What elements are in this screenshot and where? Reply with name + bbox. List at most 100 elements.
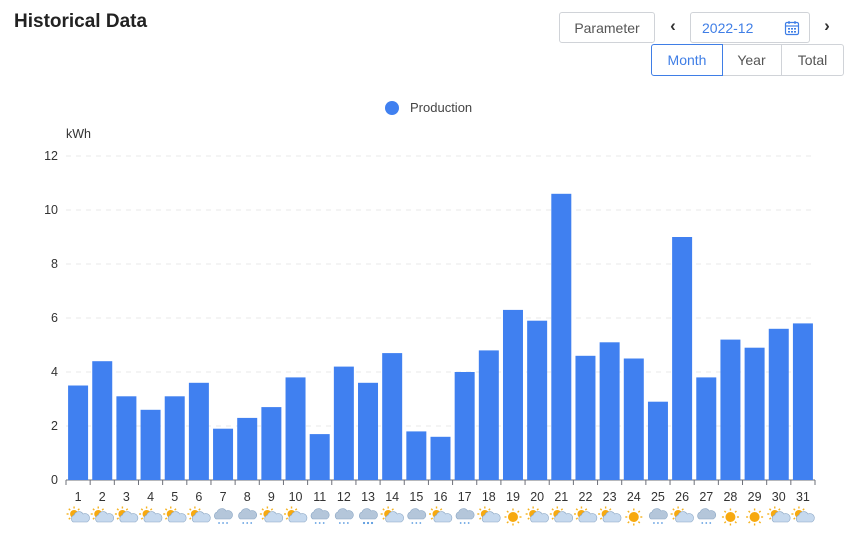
bar-day-25	[647, 401, 668, 480]
x-tick-label: 14	[385, 490, 399, 504]
partly-cloudy-weather-icon	[284, 506, 308, 523]
x-tick-label: 25	[651, 490, 665, 504]
x-tick-label: 12	[337, 490, 351, 504]
x-tick-label: 5	[171, 490, 178, 504]
bar-day-16	[430, 436, 451, 480]
bar-day-27	[696, 377, 717, 480]
x-tick-label: 18	[482, 490, 496, 504]
bar-day-30	[768, 328, 789, 480]
partly-cloudy-weather-icon	[187, 506, 211, 523]
tab-month[interactable]: Month	[651, 44, 723, 76]
x-tick-label: 10	[289, 490, 303, 504]
partly-cloudy-weather-icon	[767, 506, 791, 523]
bar-day-3	[116, 396, 137, 480]
bar-day-19	[502, 309, 523, 480]
x-tick-label: 28	[723, 490, 737, 504]
bar-day-9	[261, 407, 282, 480]
x-tick-label: 24	[627, 490, 641, 504]
legend-marker	[385, 100, 399, 115]
x-tick-label: 6	[195, 490, 202, 504]
x-tick-label: 23	[603, 490, 617, 504]
y-tick-label: 8	[51, 257, 58, 271]
partly-cloudy-weather-icon	[66, 506, 90, 523]
bar-day-6	[188, 382, 209, 480]
month-date-picker[interactable]: 2022-12	[690, 12, 810, 43]
partly-cloudy-weather-icon	[791, 506, 815, 523]
x-tick-label: 7	[220, 490, 227, 504]
x-tick-label: 15	[409, 490, 423, 504]
rain-weather-icon	[334, 508, 354, 524]
x-tick-label: 31	[796, 490, 810, 504]
bar-day-13	[358, 382, 379, 480]
x-tick-label: 4	[147, 490, 154, 504]
bar-day-12	[333, 366, 354, 480]
date-value: 2022-12	[702, 19, 754, 36]
bar-day-21	[551, 193, 572, 481]
partly-cloudy-weather-icon	[549, 506, 574, 523]
partly-cloudy-weather-icon	[259, 506, 284, 523]
calendar-icon	[784, 21, 800, 36]
bar-day-22	[575, 355, 596, 480]
y-tick-label: 12	[44, 149, 58, 163]
chart-legend[interactable]: Production	[385, 100, 472, 115]
y-tick-label: 10	[44, 203, 58, 217]
rain-weather-icon	[407, 508, 427, 524]
sunny-weather-icon	[721, 508, 739, 526]
bar-day-15	[406, 431, 427, 480]
rain-weather-icon	[649, 508, 668, 524]
bar-day-14	[382, 353, 403, 480]
y-tick-label: 0	[51, 473, 58, 487]
chevron-right-icon[interactable]: ›	[824, 16, 830, 35]
partly-cloudy-weather-icon	[139, 506, 163, 523]
sunny-weather-icon	[504, 508, 522, 526]
x-tick-label: 16	[434, 490, 448, 504]
x-tick-label: 19	[506, 490, 520, 504]
y-tick-label: 4	[51, 365, 58, 379]
bar-day-26	[672, 237, 693, 480]
bar-day-17	[454, 372, 475, 480]
y-tick-label: 6	[51, 311, 58, 325]
partly-cloudy-weather-icon	[90, 506, 115, 523]
partly-cloudy-weather-icon	[525, 506, 549, 523]
parameter-button[interactable]: Parameter	[559, 12, 655, 43]
partly-cloudy-weather-icon	[163, 506, 187, 523]
x-tick-label: 13	[361, 490, 375, 504]
partly-cloudy-weather-icon	[114, 506, 139, 523]
page-title: Historical Data	[14, 11, 148, 32]
bar-day-7	[213, 428, 234, 480]
x-tick-label: 27	[699, 490, 713, 504]
partly-cloudy-weather-icon	[670, 506, 694, 523]
tab-total[interactable]: Total	[781, 44, 844, 76]
bar-day-29	[744, 347, 765, 480]
rain-weather-icon	[697, 508, 717, 524]
bar-day-11	[309, 434, 330, 480]
x-tick-label: 20	[530, 490, 544, 504]
x-tick-label: 11	[313, 490, 326, 504]
x-tick-label: 30	[772, 490, 786, 504]
x-tick-label: 8	[244, 490, 251, 504]
tab-year[interactable]: Year	[722, 44, 782, 76]
bar-day-24	[623, 358, 644, 480]
partly-cloudy-weather-icon	[598, 506, 622, 523]
bar-day-20	[527, 320, 548, 480]
bar-day-23	[599, 342, 620, 480]
bar-day-8	[237, 417, 258, 480]
bar-day-1	[68, 385, 89, 480]
x-tick-label: 9	[268, 490, 275, 504]
bar-day-18	[478, 350, 499, 480]
legend-label: Production	[410, 100, 473, 115]
sunny-weather-icon	[625, 508, 643, 526]
bar-day-5	[164, 396, 185, 480]
x-tick-label: 21	[554, 490, 568, 504]
x-tick-label: 3	[123, 490, 130, 504]
partly-cloudy-weather-icon	[380, 506, 404, 523]
x-tick-label: 17	[458, 490, 472, 504]
x-tick-label: 29	[748, 490, 762, 504]
sunny-weather-icon	[746, 508, 764, 526]
bar-day-31	[792, 323, 813, 480]
x-tick-label: 2	[99, 490, 106, 504]
x-tick-label: 26	[675, 490, 689, 504]
chevron-left-icon[interactable]: ‹	[670, 16, 676, 35]
bar-day-10	[285, 377, 306, 480]
